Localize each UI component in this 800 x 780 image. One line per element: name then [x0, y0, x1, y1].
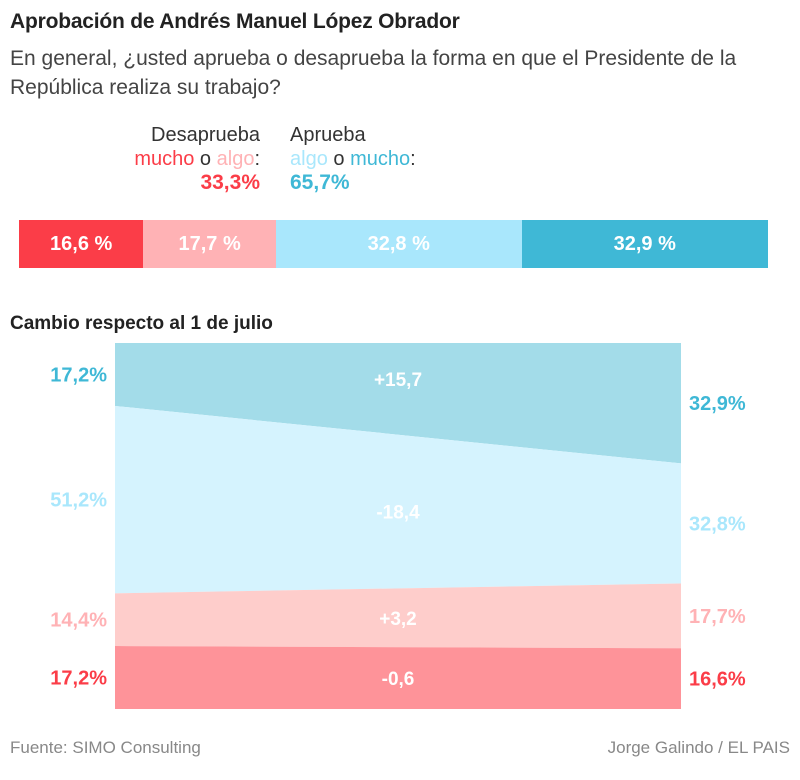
change-chart-title: Cambio respecto al 1 de julio	[10, 313, 273, 334]
legend-desaprueba-total: 33,3%	[200, 171, 260, 194]
legend-connector: o	[194, 148, 217, 170]
stacked-approval-bar: 16,6 % 17,7 % 32,8 % 32,9 %	[19, 220, 768, 268]
change-label: -0,6	[382, 669, 415, 690]
area-band-desaprueba-mucho	[115, 646, 681, 709]
change-label: -18,4	[376, 503, 420, 524]
bar-segment-aprueba-algo: 32,8 %	[275, 220, 522, 268]
credit-note: Jorge Galindo / EL PAIS	[607, 738, 790, 757]
legend-desaprueba-heading: Desaprueba	[151, 124, 260, 146]
chart-subtitle: En general, ¿usted aprueba o desaprueba …	[10, 47, 737, 99]
right-value-label: 17,7%	[689, 606, 746, 628]
area-band-desaprueba-algo	[115, 583, 681, 649]
legend-desaprueba: Desaprueba mucho o algo: 33,3%	[100, 123, 260, 195]
legend-aprueba-algo: algo	[290, 148, 328, 170]
right-value-label: 16,6%	[689, 669, 746, 691]
legend-desaprueba-algo: algo	[216, 148, 255, 170]
left-value-label: 17,2%	[50, 668, 107, 690]
bar-segment-aprueba-mucho: 32,9 %	[521, 220, 768, 268]
left-value-label: 17,2%	[50, 364, 107, 386]
left-value-label: 14,4%	[50, 610, 107, 632]
legend-aprueba-heading: Aprueba	[290, 124, 366, 146]
area-band-aprueba-algo	[115, 405, 681, 594]
legend-colon: :	[410, 148, 416, 170]
legend-desaprueba-mucho: mucho	[134, 148, 195, 170]
change-label: +15,7	[374, 370, 422, 391]
right-value-label: 32,8%	[689, 513, 746, 535]
legend-connector: o	[327, 148, 351, 170]
legend-aprueba-total: 65,7%	[290, 171, 350, 194]
legend-aprueba: Aprueba algo o mucho: 65,7%	[290, 123, 540, 195]
legend-aprueba-mucho: mucho	[350, 148, 411, 170]
change-label: +3,2	[379, 609, 417, 630]
right-value-label: 32,9%	[689, 393, 746, 415]
chart-title: Aprobación de Andrés Manuel López Obrado…	[10, 10, 460, 33]
bar-segment-desaprueba-algo: 17,7 %	[143, 220, 276, 268]
bar-segment-desaprueba-mucho: 16,6 %	[19, 220, 144, 268]
left-value-label: 51,2%	[50, 490, 107, 512]
area-band-aprueba-mucho	[115, 343, 681, 464]
legend-colon: :	[254, 148, 260, 170]
legend-aprueba-breakdown: algo o mucho:	[290, 147, 540, 171]
legend-desaprueba-breakdown: mucho o algo:	[100, 147, 260, 171]
source-note: Fuente: SIMO Consulting	[10, 738, 201, 757]
